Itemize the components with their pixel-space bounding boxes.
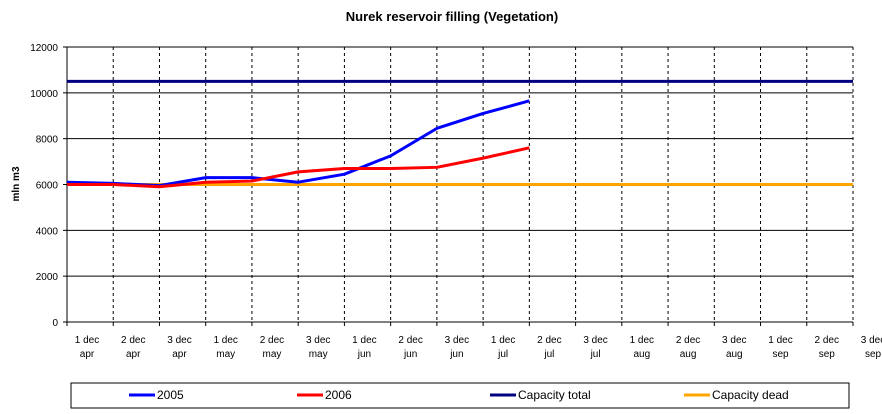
legend-label-2: Capacity total [518,388,591,402]
x-tick-label-line1: 2 dec [398,335,422,346]
x-tick-label-line1: 3 dec [445,335,469,346]
x-tick-label-line2: jul [497,349,508,360]
y-tick-labels: 0 2000 4000 6000 8000 10000 12000 [30,43,58,329]
axes [63,46,854,326]
x-tick-label-line2: jun [449,349,463,360]
x-tick-label-line2: apr [80,349,95,360]
x-tick-label-line1: 1 dec [213,335,237,346]
y-axis-label: mln m3 [11,166,22,201]
x-tick-label-11: 3 dec jul [583,335,607,360]
x-tick-label-3: 1 dec may [213,335,237,360]
legend-box [70,382,850,409]
x-tick-label-9: 1 dec jul [491,335,515,360]
x-tick-label-line2: apr [172,349,187,360]
x-tick-label-line2: may [309,349,328,360]
x-tick-label-line1: 3 dec [306,335,330,346]
y-tick-label-4: 8000 [36,135,59,146]
x-tick-label-12: 1 dec aug [630,335,654,360]
x-tick-label-line2: jul [543,349,554,360]
x-tick-label-line1: 1 dec [352,335,376,346]
x-tick-label-line2: aug [680,349,697,360]
legend-label-3: Capacity dead [712,388,789,402]
x-tick-labels: 1 dec apr 2 dec apr 3 dec apr 1 dec may 2 dec may… [75,335,882,360]
x-tick-label-line2: sep [819,349,836,360]
x-tick-label-line2: aug [633,349,650,360]
x-tick-label-line2: sep [865,349,882,360]
x-tick-label-line2: may [262,349,281,360]
x-tick-label-line1: 3 dec [861,335,882,346]
x-tick-label-15: 1 dec sep [768,335,792,360]
series-line-2006 [67,146,530,189]
y-tick-label-6: 12000 [30,43,58,54]
x-tick-label-line1: 1 dec [75,335,99,346]
series-lines [66,79,853,189]
x-tick-label-line1: 3 dec [167,335,191,346]
x-tick-label-1: 2 dec apr [121,335,145,360]
legend: 2005 2006 Capacity total Capacity dead [70,382,850,409]
x-tick-label-line1: 2 dec [121,335,145,346]
y-tick-label-3: 6000 [36,181,59,192]
legend-label-0: 2005 [157,388,184,402]
x-tick-label-17: 3 dec sep [861,335,882,360]
x-tick-label-6: 1 dec jun [352,335,376,360]
y-tick-label-1: 2000 [36,272,59,283]
x-tick-label-14: 3 dec aug [722,335,746,360]
x-tick-label-line2: sep [772,349,789,360]
x-tick-label-16: 2 dec sep [815,335,839,360]
x-tick-label-13: 2 dec aug [676,335,700,360]
x-tick-label-line2: may [216,349,235,360]
x-tick-label-line1: 1 dec [768,335,792,346]
x-tick-label-10: 2 dec jul [537,335,561,360]
x-tick-label-line1: 2 dec [260,335,284,346]
x-tick-label-5: 3 dec may [306,335,330,360]
x-tick-label-line1: 2 dec [815,335,839,346]
x-tick-label-line1: 1 dec [491,335,515,346]
legend-label-1: 2006 [325,388,352,402]
x-tick-label-line2: jun [403,349,417,360]
x-tick-label-line2: jun [357,349,371,360]
chart-title: Nurek reservoir filling (Vegetation) [346,9,558,24]
y-tick-label-0: 0 [52,318,58,329]
x-tick-label-line1: 1 dec [630,335,654,346]
x-tick-label-line2: aug [726,349,743,360]
x-tick-label-line2: jul [590,349,601,360]
x-tick-label-line1: 3 dec [722,335,746,346]
y-tick-label-2: 4000 [36,226,59,237]
x-tick-label-8: 3 dec jun [445,335,469,360]
x-tick-label-2: 3 dec apr [167,335,191,360]
x-tick-label-line1: 3 dec [583,335,607,346]
x-tick-label-4: 2 dec may [260,335,284,360]
x-tick-label-line2: apr [126,349,141,360]
x-tick-label-7: 2 dec jun [398,335,422,360]
y-tick-label-5: 10000 [30,89,58,100]
x-tick-label-line1: 2 dec [537,335,561,346]
x-tick-label-0: 1 dec apr [75,335,99,360]
x-tick-label-line1: 2 dec [676,335,700,346]
